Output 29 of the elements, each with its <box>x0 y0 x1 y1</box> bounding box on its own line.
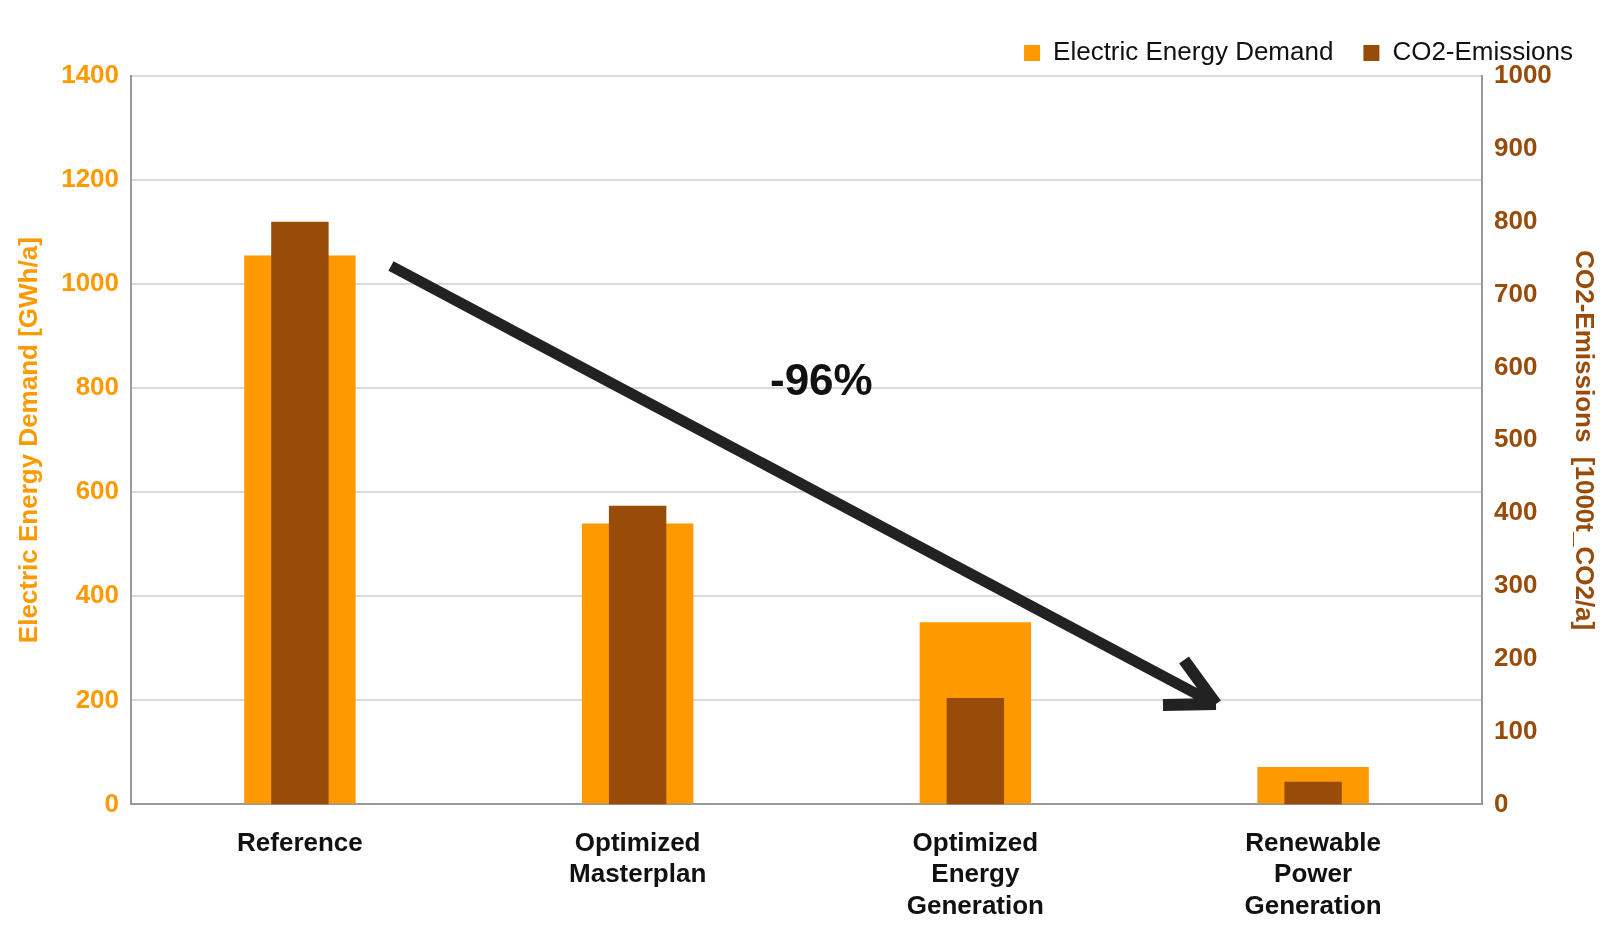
y-tick-label: 1400 <box>61 59 120 90</box>
legend-label: Electric Energy Demand <box>1053 36 1334 67</box>
y2-tick-label: 400 <box>1493 496 1538 527</box>
y2-tick-label: 0 <box>1493 787 1509 818</box>
y2-tick-label: 200 <box>1493 641 1538 672</box>
y2-tick-label: 700 <box>1493 277 1538 308</box>
annotation: -96% <box>770 355 873 405</box>
bar <box>946 698 1005 805</box>
y2-tick-label: 100 <box>1493 714 1538 745</box>
y2-tick-label: 500 <box>1493 423 1538 454</box>
y2-tick-label: 300 <box>1493 569 1538 600</box>
y2-tick-label: 800 <box>1493 204 1538 235</box>
x-tick-label: Optimized Masterplan <box>569 827 707 889</box>
y2-tick-label: 1000 <box>1493 59 1552 90</box>
y-tick-label: 1000 <box>61 267 120 298</box>
bar <box>1284 781 1342 805</box>
y2-axis-title: CO2-Emissions [1000t_CO2/a] <box>1570 250 1601 631</box>
y-tick-label: 800 <box>75 371 120 402</box>
y2-tick-label: 600 <box>1493 350 1538 381</box>
y-tick-label: 0 <box>104 787 120 818</box>
y2-tick-label: 900 <box>1493 132 1538 163</box>
y-tick-label: 600 <box>75 475 120 506</box>
x-tick-label: Optimized Energy Generation <box>906 827 1044 920</box>
y-axis-title: Electric Energy Demand [GWh/a] <box>12 237 43 644</box>
x-tick-label: Renewable Power Generation <box>1244 827 1382 920</box>
y-tick-label: 400 <box>75 579 120 610</box>
y-tick-label: 200 <box>75 683 120 714</box>
y-tick-label: 1200 <box>61 163 120 194</box>
x-tick-label: Reference <box>237 827 363 858</box>
